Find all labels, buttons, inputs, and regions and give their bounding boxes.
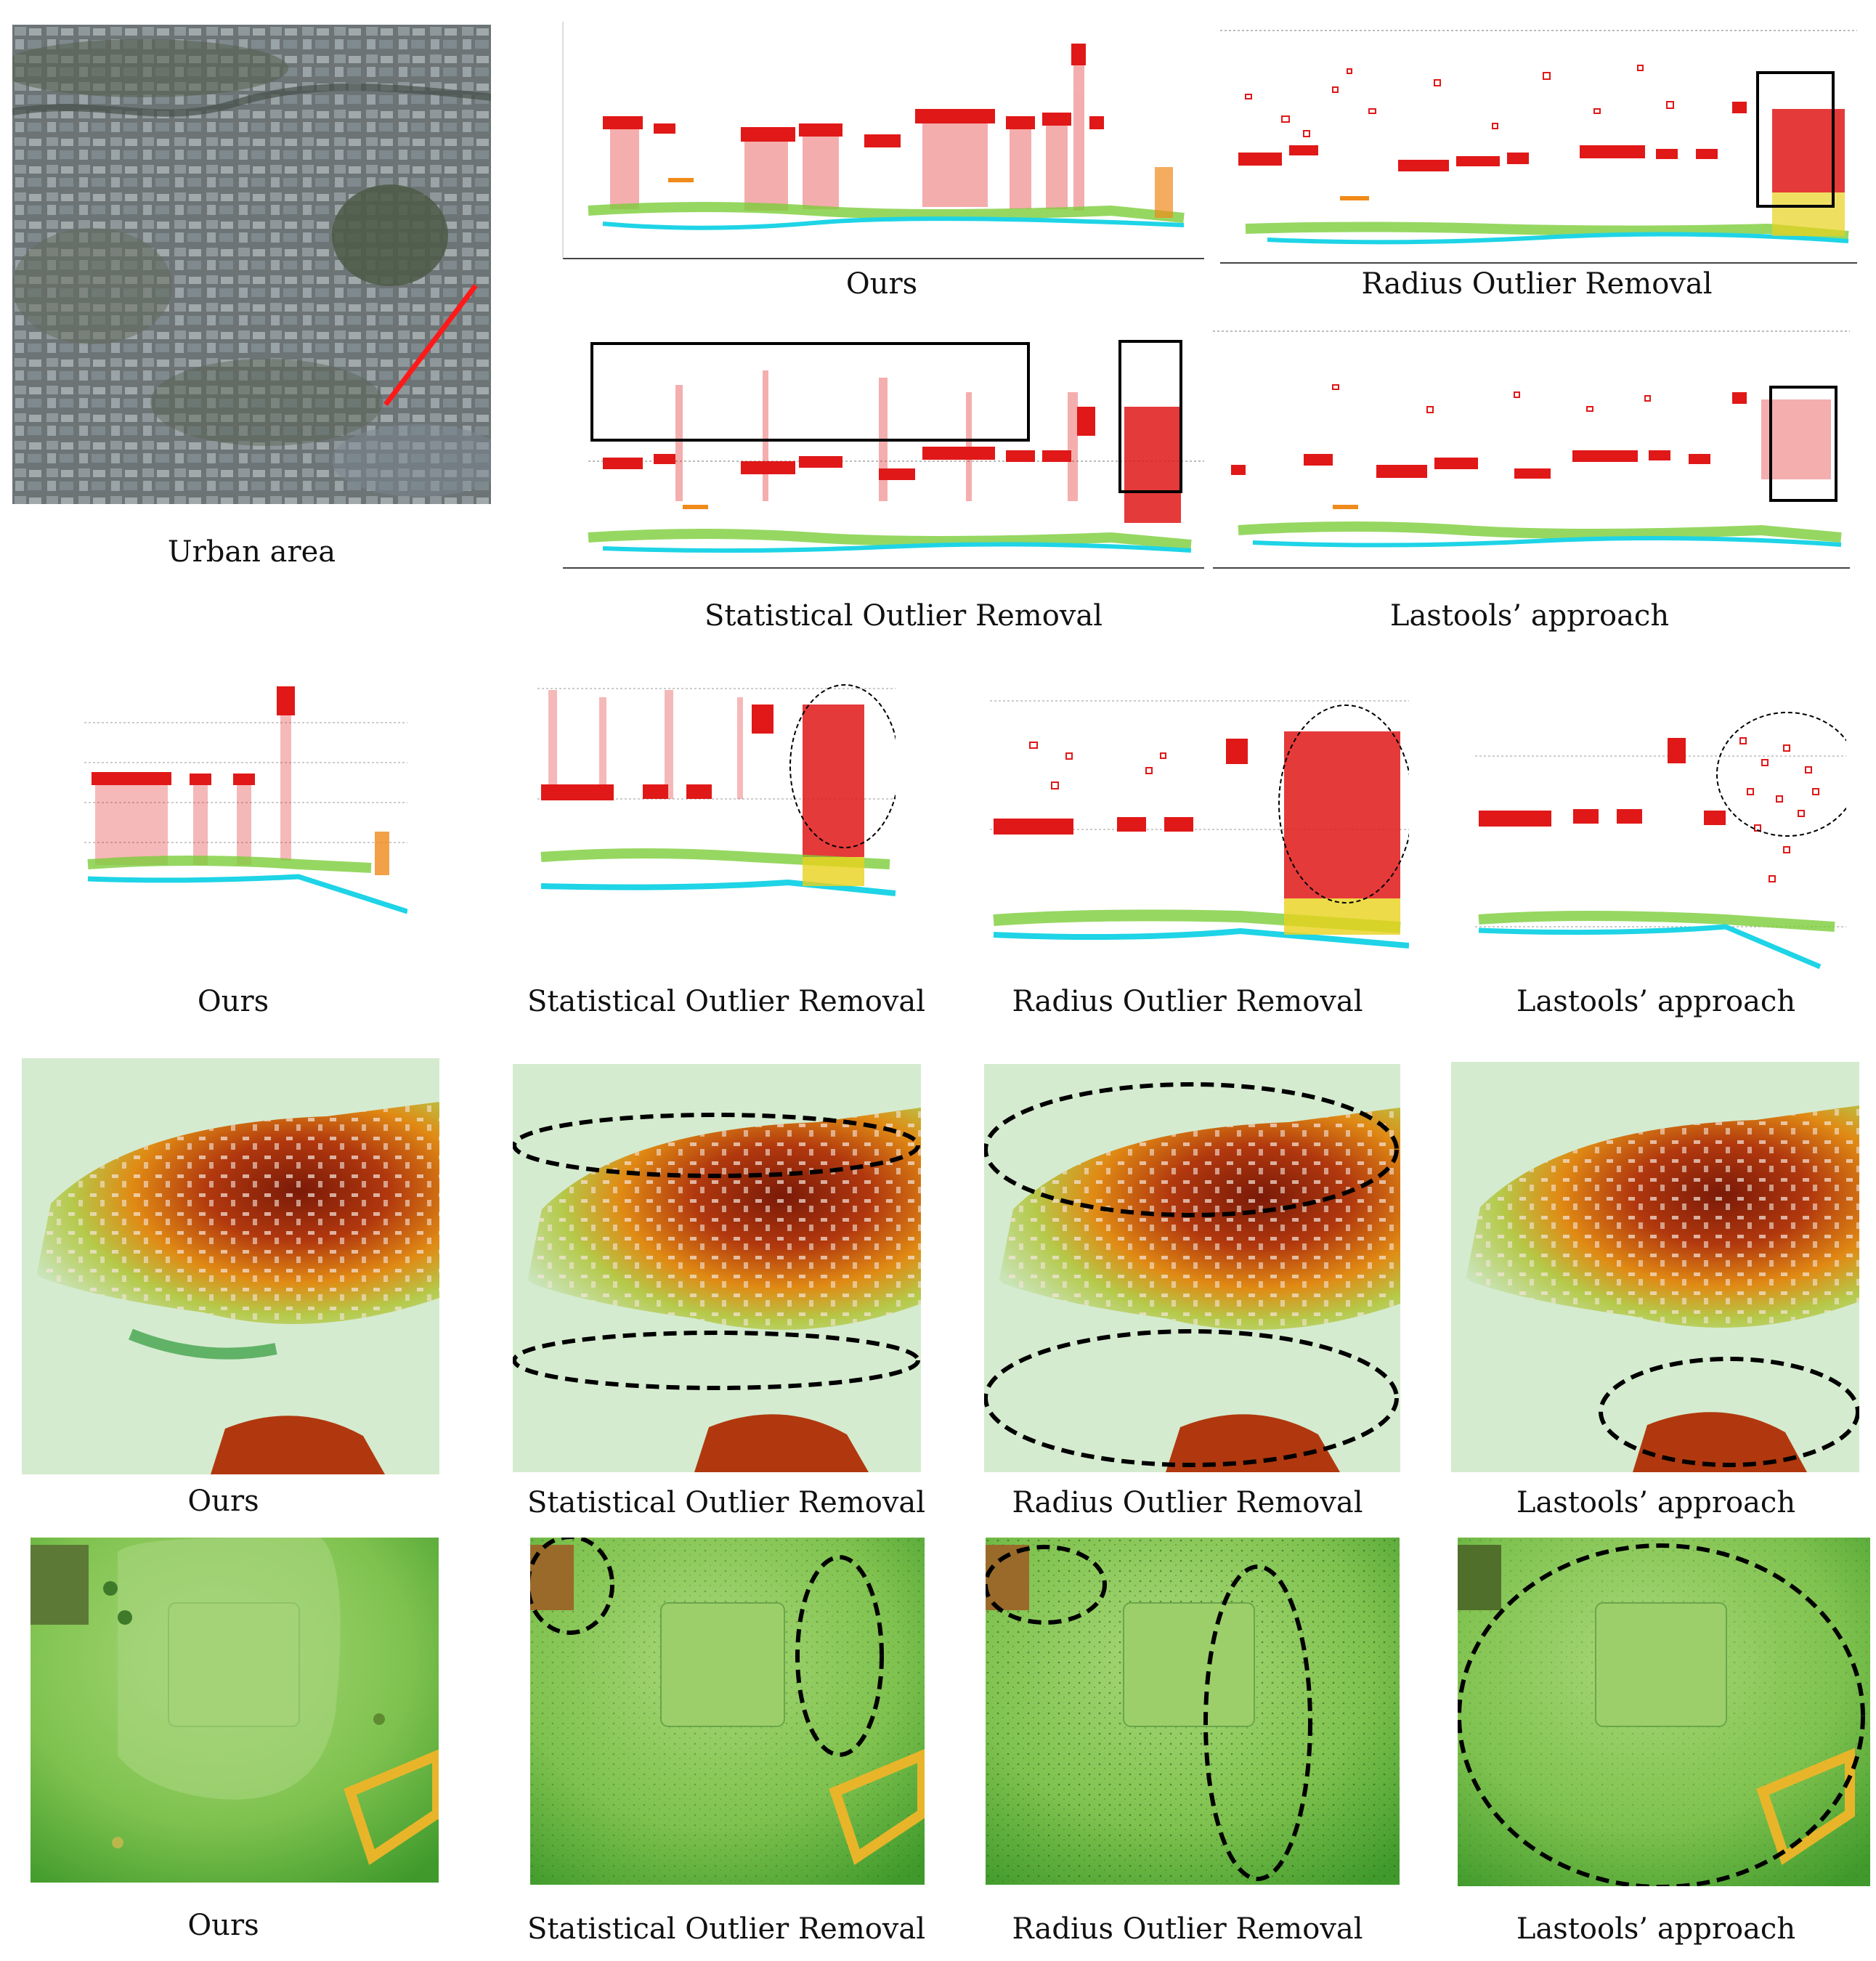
transect-line <box>383 283 478 407</box>
zoom-profile-radius <box>986 695 1409 969</box>
caption-lastools-row3: Lastools’ approach <box>1516 1486 1796 1519</box>
highlight-ellipse <box>795 1555 884 1757</box>
highlight-box <box>1756 71 1835 208</box>
caption-lastools-row1: Lastools’ approach <box>1389 599 1670 633</box>
highlight-circle <box>789 684 896 848</box>
highlight-ellipse <box>984 1082 1399 1217</box>
highlight-ellipse <box>513 1331 920 1390</box>
highlight-ellipse <box>530 1538 614 1635</box>
caption-lastools-row4: Lastools’ approach <box>1516 1912 1796 1946</box>
caption-lastools-row2: Lastools’ approach <box>1516 985 1796 1018</box>
highlight-ellipse <box>513 1113 920 1178</box>
highlight-ellipse <box>1458 1543 1865 1886</box>
ground-statistical <box>530 1538 925 1885</box>
zoom-profile-ours <box>81 686 407 925</box>
caption-urban-area: Urban area <box>167 535 336 569</box>
caption-statistical-row3: Statistical Outlier Removal <box>527 1486 926 1519</box>
caption-ours-row2: Ours <box>197 985 269 1018</box>
caption-ours-row1: Ours <box>845 267 918 301</box>
highlight-box <box>590 342 1030 442</box>
highlight-circle <box>1716 712 1846 837</box>
caption-radius-row2: Radius Outlier Removal <box>1012 985 1363 1018</box>
caption-statistical-row2: Statistical Outlier Removal <box>527 985 926 1018</box>
ground-radius <box>986 1538 1400 1885</box>
profile-lastools-row1 <box>1209 327 1850 575</box>
profile-statistical-row1 <box>559 327 1204 575</box>
profile-ours-row1 <box>559 15 1204 266</box>
highlight-box <box>1118 340 1182 493</box>
profile-radius-row1 <box>1217 15 1857 270</box>
highlight-ellipse <box>984 1329 1399 1467</box>
caption-radius-row1: Radius Outlier Removal <box>1361 267 1713 301</box>
urban-area-satellite-image <box>12 25 491 504</box>
zoom-profile-lastools <box>1471 702 1846 974</box>
caption-ours-row4: Ours <box>187 1909 259 1942</box>
zoom-profile-statistical <box>534 683 896 920</box>
ground-lastools <box>1458 1538 1870 1886</box>
ground-ours <box>31 1538 439 1883</box>
dem-radius <box>984 1064 1400 1472</box>
caption-statistical-row4: Statistical Outlier Removal <box>527 1912 926 1946</box>
caption-radius-row4: Radius Outlier Removal <box>1012 1912 1363 1946</box>
highlight-ellipse <box>986 1545 1107 1625</box>
caption-radius-row3: Radius Outlier Removal <box>1012 1486 1363 1519</box>
dem-lastools <box>1451 1062 1859 1472</box>
highlight-box <box>1769 386 1838 502</box>
dem-statistical <box>513 1064 921 1472</box>
highlight-ellipse <box>1599 1357 1859 1467</box>
dem-ours <box>22 1058 439 1474</box>
highlight-circle <box>1278 705 1409 904</box>
caption-statistical-row1: Statistical Outlier Removal <box>704 599 1103 633</box>
highlight-ellipse <box>1203 1564 1312 1881</box>
caption-ours-row3: Ours <box>187 1485 259 1518</box>
